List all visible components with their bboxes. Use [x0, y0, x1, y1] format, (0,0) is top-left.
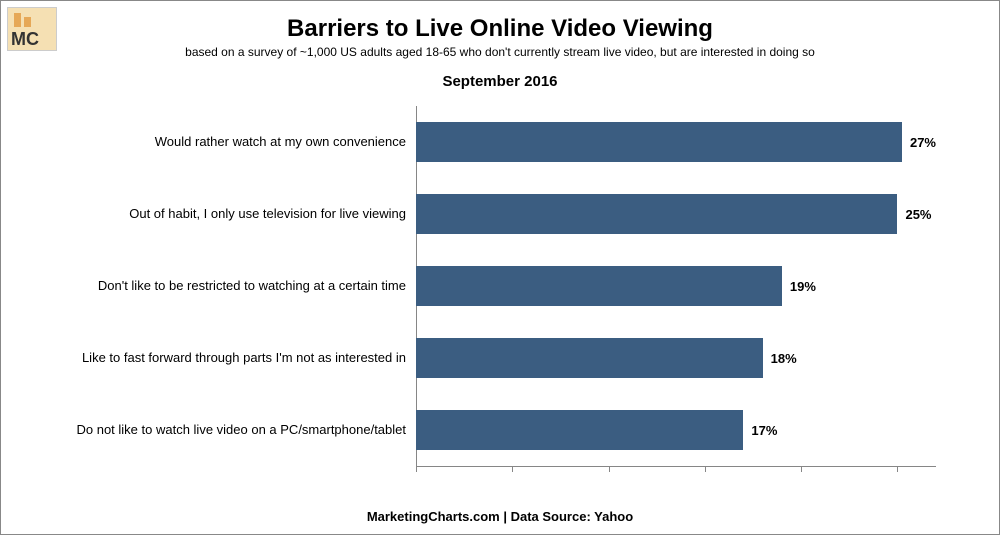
mc-logo: MC [7, 7, 57, 51]
value-label: 27% [910, 135, 936, 150]
bar [416, 194, 897, 234]
chart-container: MC Barriers to Live Online Video Viewing… [0, 0, 1000, 535]
bar-row: Like to fast forward through parts I'm n… [71, 338, 959, 378]
bar [416, 410, 743, 450]
chart-subtitle: based on a survey of ~1,000 US adults ag… [1, 45, 999, 59]
bar-row: Don't like to be restricted to watching … [71, 266, 959, 306]
x-tick [801, 466, 802, 472]
value-label: 17% [751, 423, 777, 438]
chart-footer: MarketingCharts.com | Data Source: Yahoo [1, 509, 999, 524]
bar [416, 122, 902, 162]
value-label: 25% [905, 207, 931, 222]
chart-date: September 2016 [1, 73, 999, 90]
bar-row: Would rather watch at my own convenience… [71, 122, 959, 162]
x-tick [416, 466, 417, 472]
bar-area: 17% [416, 410, 936, 450]
x-tick [512, 466, 513, 472]
bar-area: 25% [416, 194, 936, 234]
category-label: Do not like to watch live video on a PC/… [71, 422, 416, 438]
category-label: Would rather watch at my own convenience [71, 134, 416, 150]
logo-text: MC [11, 30, 39, 48]
x-tick [705, 466, 706, 472]
bar-row: Out of habit, I only use television for … [71, 194, 959, 234]
category-label: Don't like to be restricted to watching … [71, 278, 416, 294]
plot-area: Would rather watch at my own convenience… [71, 106, 959, 474]
category-label: Out of habit, I only use television for … [71, 206, 416, 222]
value-label: 19% [790, 279, 816, 294]
bar [416, 266, 782, 306]
bar [416, 338, 763, 378]
title-block: Barriers to Live Online Video Viewing ba… [1, 1, 999, 90]
bar-area: 27% [416, 122, 936, 162]
bar-row: Do not like to watch live video on a PC/… [71, 410, 959, 450]
x-axis-line [416, 466, 936, 467]
bar-area: 19% [416, 266, 936, 306]
chart-title: Barriers to Live Online Video Viewing [1, 15, 999, 43]
bar-area: 18% [416, 338, 936, 378]
x-tick [897, 466, 898, 472]
category-label: Like to fast forward through parts I'm n… [71, 350, 416, 366]
value-label: 18% [771, 351, 797, 366]
x-tick [609, 466, 610, 472]
